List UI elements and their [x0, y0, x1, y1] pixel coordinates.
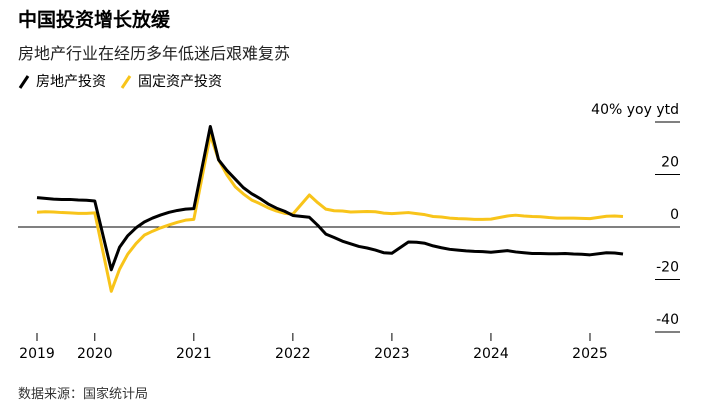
legend-swatch-line — [120, 75, 132, 89]
legend-label: 固定资产投资 — [138, 74, 222, 90]
legend-item-fixed-asset-investment: 固定资产投资 — [120, 72, 222, 92]
y-tick-label: 0 — [670, 207, 679, 223]
x-tick-label: 2021 — [176, 346, 212, 362]
series-line-fixed-asset-investment — [36, 133, 624, 293]
x-tick-label: 2019 — [19, 346, 55, 362]
legend-swatch-line — [18, 75, 30, 89]
series-line-real-estate-investment — [36, 124, 624, 272]
chart-subtitle: 房地产行业在经历多年低迷后艰难复苏 — [18, 44, 291, 63]
legend-swatch-fixed-asset-investment — [120, 75, 132, 89]
y-tick-label: -40 — [656, 312, 679, 328]
chart-title: 中国投资增长放缓 — [18, 9, 171, 31]
x-tick-label: 2024 — [473, 346, 509, 362]
y-tick-label: 40% yoy ytd — [591, 102, 679, 118]
legend-item-real-estate-investment: 房地产投资 — [18, 72, 106, 92]
x-tick-label: 2023 — [374, 346, 410, 362]
legend: 房地产投资 固定资产投资 — [18, 72, 236, 92]
y-tick-label: -20 — [656, 260, 679, 276]
x-tick-label: 2020 — [77, 346, 113, 362]
legend-label: 房地产投资 — [36, 74, 106, 90]
y-tick-label: 20 — [661, 155, 679, 171]
x-tick-label: 2025 — [572, 346, 608, 362]
source-note: 数据来源：国家统计局 — [18, 387, 149, 402]
x-tick-label: 2022 — [275, 346, 311, 362]
legend-swatch-real-estate-investment — [18, 75, 30, 89]
